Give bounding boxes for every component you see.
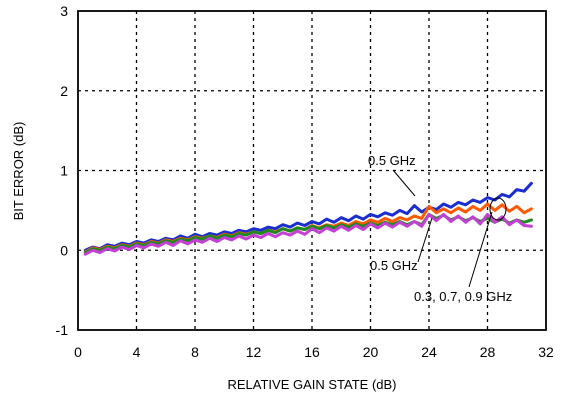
y-tick-label: 2 [60,83,68,99]
y-tick-label: 1 [60,163,68,179]
x-tick-label: 24 [421,344,437,360]
annotation-upper-0-5ghz: 0.5 GHz [368,153,416,168]
annotation-lower-leader [417,217,433,263]
y-tick-label: 0 [60,242,68,258]
x-tick-label: 8 [191,344,199,360]
plot-frame [77,10,547,331]
x-tick-label: 4 [133,344,141,360]
annotation-upper-leader [392,169,416,197]
y-tick-label: 3 [60,3,68,19]
y-axis-title: BIT ERROR (dB) [11,122,26,221]
y-tick-labels: -1 0 1 2 3 [56,3,69,338]
x-tick-label: 16 [304,344,320,360]
annotation-multi-freq: 0.3, 0.7, 0.9 GHz [414,289,512,304]
annotation-lower-0-5ghz: 0.5 GHz [370,258,418,273]
x-tick-label: 0 [74,344,82,360]
y-tick-label: -1 [56,322,69,338]
series-line-3 [83,212,533,256]
annotation-ellipse [489,197,507,221]
grid-lines [78,11,546,330]
x-tick-label: 32 [538,344,554,360]
x-tick-label: 20 [363,344,379,360]
x-tick-labels: 0 4 8 12 16 20 24 28 32 [74,344,554,360]
x-tick-label: 28 [480,344,496,360]
x-axis-title: RELATIVE GAIN STATE (dB) [227,377,396,392]
x-tick-label: 12 [246,344,262,360]
series-lines [83,181,533,256]
annotation-multi-leader [468,211,493,288]
